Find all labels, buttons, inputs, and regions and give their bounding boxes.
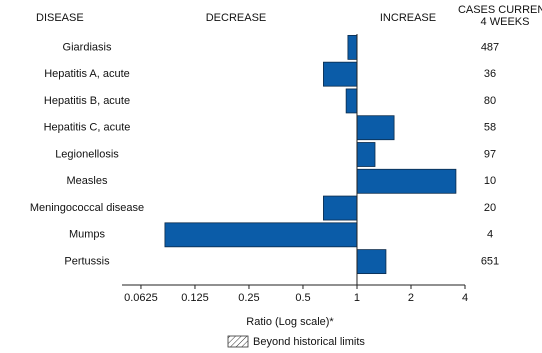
bar [356, 115, 395, 141]
bar [356, 249, 387, 275]
category-label: Measles [67, 175, 108, 187]
bar [323, 195, 358, 221]
header-disease: DISEASE [36, 12, 84, 24]
x-tick-label: 0.5 [295, 292, 310, 304]
cases-value: 20 [484, 202, 496, 214]
bar [345, 88, 358, 114]
x-tick-label: 4 [462, 292, 468, 304]
header-decrease: DECREASE [206, 12, 267, 24]
x-tick-label: 1 [354, 292, 360, 304]
header-cases: 4 WEEKS [481, 16, 530, 28]
bar [164, 222, 358, 248]
x-tick-label: 2 [408, 292, 414, 304]
x-tick-label: 0.25 [238, 292, 259, 304]
category-label: Hepatitis A, acute [44, 68, 130, 80]
category-label: Hepatitis B, acute [44, 95, 130, 107]
cases-value: 80 [484, 95, 496, 107]
x-axis-label: Ratio (Log scale)* [246, 316, 334, 328]
header-increase: INCREASE [380, 12, 436, 24]
cases-value: 4 [487, 229, 493, 241]
x-tick-label: 0.125 [181, 292, 209, 304]
legend-label: Beyond historical limits [253, 336, 365, 348]
bar [347, 34, 358, 60]
category-label: Legionellosis [55, 148, 119, 160]
legend-swatch [227, 335, 249, 348]
cases-value: 36 [484, 68, 496, 80]
cases-value: 97 [484, 148, 496, 160]
cases-value: 58 [484, 122, 496, 134]
category-label: Meningococcal disease [30, 202, 144, 214]
cases-value: 651 [481, 256, 499, 268]
category-label: Hepatitis C, acute [44, 122, 131, 134]
header-cases: CASES CURRENT [458, 4, 542, 16]
x-tick-label: 0.0625 [124, 292, 158, 304]
cases-value: 10 [484, 175, 496, 187]
category-label: Pertussis [64, 256, 110, 268]
bar [356, 142, 376, 167]
bar [356, 168, 457, 194]
category-label: Mumps [69, 229, 106, 241]
cases-value: 487 [481, 41, 499, 53]
category-label: Giardiasis [63, 41, 112, 53]
bar [323, 61, 358, 87]
